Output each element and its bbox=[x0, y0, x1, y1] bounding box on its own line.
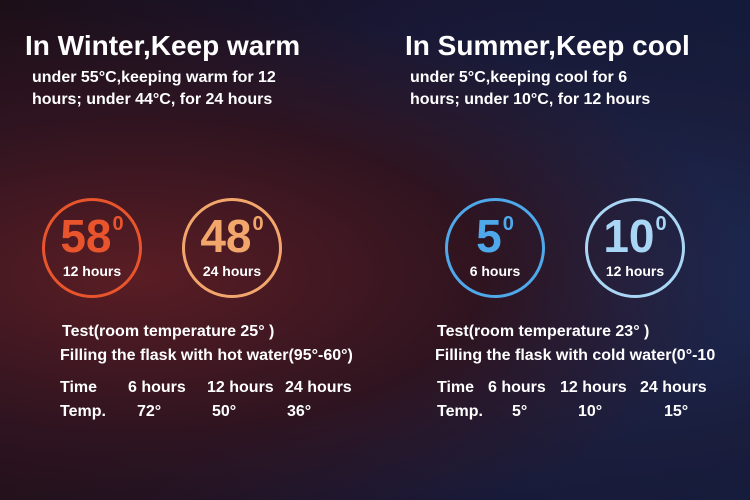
table-header-cell: 24 hours bbox=[640, 379, 707, 396]
table-cell: 5° bbox=[512, 403, 528, 420]
test-line: Filling the flask with hot water(95°-60°… bbox=[60, 347, 353, 364]
temperature-badge: 100 12 hours bbox=[585, 198, 685, 298]
description-line: under 55°C,keeping warm for 12 bbox=[32, 69, 276, 86]
test-line: Filling the flask with cold water(0°-10 bbox=[435, 347, 716, 364]
temperature-number: 580 bbox=[45, 209, 139, 263]
degree-mark: 0 bbox=[502, 213, 514, 235]
table-header-cell: 6 hours bbox=[488, 379, 546, 396]
temperature-number: 100 bbox=[588, 209, 682, 263]
table-cell: 72° bbox=[137, 403, 162, 420]
table-header-cell: 6 hours bbox=[128, 379, 186, 396]
temperature-badge: 50 6 hours bbox=[445, 198, 545, 298]
table-header-cell: Time bbox=[60, 379, 98, 396]
temperature-number: 50 bbox=[448, 209, 542, 263]
temperature-badge: 480 24 hours bbox=[182, 198, 282, 298]
temperature-value: 58 bbox=[60, 210, 112, 262]
temperature-value: 5 bbox=[476, 210, 502, 262]
temperature-badge: 580 12 hours bbox=[42, 198, 142, 298]
test-line: Test(room temperature 23° ) bbox=[437, 323, 650, 340]
table-header-cell: 24 hours bbox=[285, 379, 352, 396]
panel-title: In Winter,Keep warm bbox=[25, 30, 301, 61]
degree-mark: 0 bbox=[112, 213, 124, 235]
table-cell: Temp. bbox=[437, 403, 483, 420]
duration-label: 12 hours bbox=[605, 263, 665, 279]
panel-title: In Summer,Keep cool bbox=[405, 30, 690, 61]
table-header-cell: Time bbox=[437, 379, 475, 396]
description-line: hours; under 44°C, for 24 hours bbox=[32, 91, 273, 108]
degree-mark: 0 bbox=[655, 213, 667, 235]
table-cell: 36° bbox=[287, 403, 312, 420]
table-header-cell: 12 hours bbox=[560, 379, 627, 396]
temperature-value: 48 bbox=[200, 210, 252, 262]
table-cell: 50° bbox=[212, 403, 237, 420]
duration-label: 12 hours bbox=[62, 263, 122, 279]
temperature-number: 480 bbox=[185, 209, 279, 263]
test-line: Test(room temperature 25° ) bbox=[62, 323, 275, 340]
degree-mark: 0 bbox=[252, 213, 264, 235]
table-cell: 10° bbox=[578, 403, 603, 420]
table-cell: Temp. bbox=[60, 403, 106, 420]
temperature-value: 10 bbox=[603, 210, 655, 262]
table-cell: 15° bbox=[664, 403, 689, 420]
description-line: hours; under 10°C, for 12 hours bbox=[410, 91, 651, 108]
description-line: under 5°C,keeping cool for 6 bbox=[410, 69, 628, 86]
table-header-cell: 12 hours bbox=[207, 379, 274, 396]
duration-label: 24 hours bbox=[202, 263, 262, 279]
duration-label: 6 hours bbox=[469, 263, 521, 279]
